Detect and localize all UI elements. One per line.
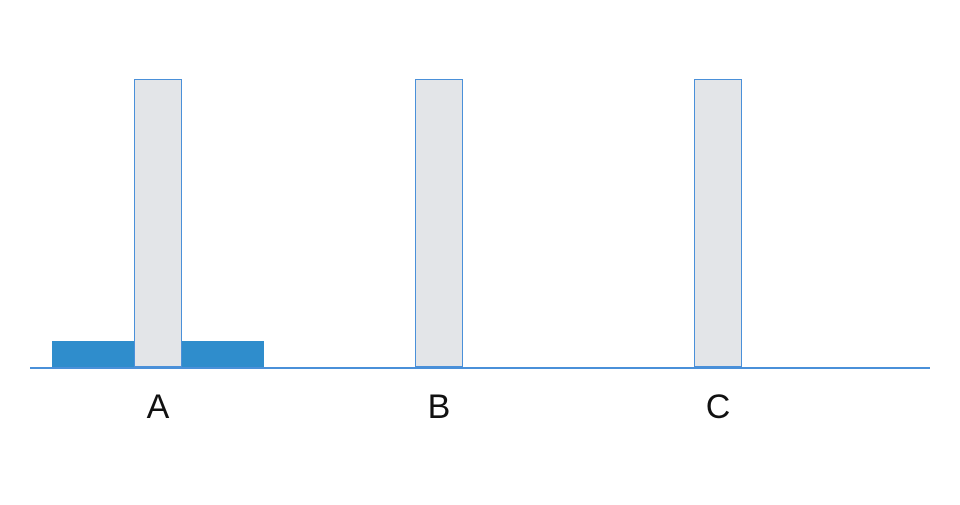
- label-b: B: [399, 388, 479, 427]
- label-a: A: [118, 388, 198, 427]
- baseline: [30, 367, 930, 369]
- pillar-b: [415, 79, 463, 367]
- pillar-a: [134, 79, 182, 367]
- diagram-canvas: A B C: [0, 0, 960, 505]
- label-c: C: [678, 388, 758, 427]
- pillar-c: [694, 79, 742, 367]
